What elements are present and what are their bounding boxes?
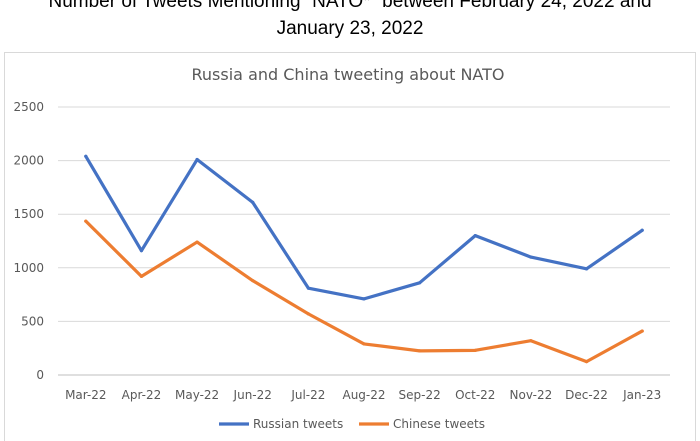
data-point <box>195 240 199 244</box>
data-point <box>84 154 88 158</box>
x-tick-label: Aug-22 <box>342 388 385 402</box>
chart-title: Russia and China tweeting about NATO <box>192 65 505 84</box>
data-point <box>195 157 199 162</box>
data-point <box>584 267 589 271</box>
x-tick-label: Mar-22 <box>65 388 106 402</box>
data-point <box>584 360 589 364</box>
series-line-chinese-tweets <box>84 219 644 364</box>
data-point <box>139 249 144 253</box>
x-tick-label: Sep-22 <box>399 388 441 402</box>
y-tick-label: 500 <box>21 314 44 328</box>
x-axis-ticks: Mar-22 Apr-22 May-22 Jun-22 Jul-22 Aug-22 Sep-… <box>65 388 661 402</box>
y-tick-label: 1500 <box>13 207 44 221</box>
series-line-russian-tweets <box>84 154 644 301</box>
y-tick-label: 1000 <box>13 261 44 275</box>
data-point <box>306 312 310 316</box>
data-point <box>84 219 88 223</box>
page-title-line-1: Number of Tweets Mentioning “NATO*” betw… <box>48 0 652 12</box>
series-lines <box>84 154 644 364</box>
x-tick-label: Oct-22 <box>455 388 495 402</box>
legend: Russian tweets Chinese tweets <box>219 417 485 431</box>
y-axis-ticks: 0 500 1000 1500 2000 2500 <box>13 100 44 382</box>
x-tick-label: May-22 <box>175 388 219 402</box>
data-point <box>418 349 422 353</box>
legend-label: Russian tweets <box>253 417 343 431</box>
data-point <box>251 279 255 283</box>
x-tick-label: Jun-22 <box>233 388 272 402</box>
x-tick-label: Nov-22 <box>510 388 553 402</box>
data-point <box>251 200 255 205</box>
data-point <box>362 297 366 301</box>
x-tick-label: Jan-23 <box>622 388 661 402</box>
page-title-line-2: January 23, 2022 <box>276 18 424 39</box>
x-tick-label: Apr-22 <box>122 388 162 402</box>
data-point <box>640 329 644 333</box>
y-tick-label: 2500 <box>13 100 44 114</box>
legend-label: Chinese tweets <box>393 417 485 431</box>
data-point <box>529 255 533 259</box>
data-point <box>362 342 366 346</box>
data-point <box>529 339 533 343</box>
gridlines <box>58 106 670 376</box>
data-point <box>473 348 477 352</box>
y-tick-label: 2000 <box>13 154 44 168</box>
x-tick-label: Jul-22 <box>290 388 325 402</box>
page-title: Number of Tweets Mentioning “NATO*” betw… <box>0 0 700 42</box>
data-point <box>640 228 644 232</box>
chart-frame <box>4 52 696 441</box>
data-point <box>418 281 422 285</box>
y-tick-label: 0 <box>36 368 44 382</box>
data-point <box>139 274 144 278</box>
data-point <box>306 286 310 290</box>
data-point <box>473 234 477 238</box>
x-tick-label: Dec-22 <box>565 388 608 402</box>
